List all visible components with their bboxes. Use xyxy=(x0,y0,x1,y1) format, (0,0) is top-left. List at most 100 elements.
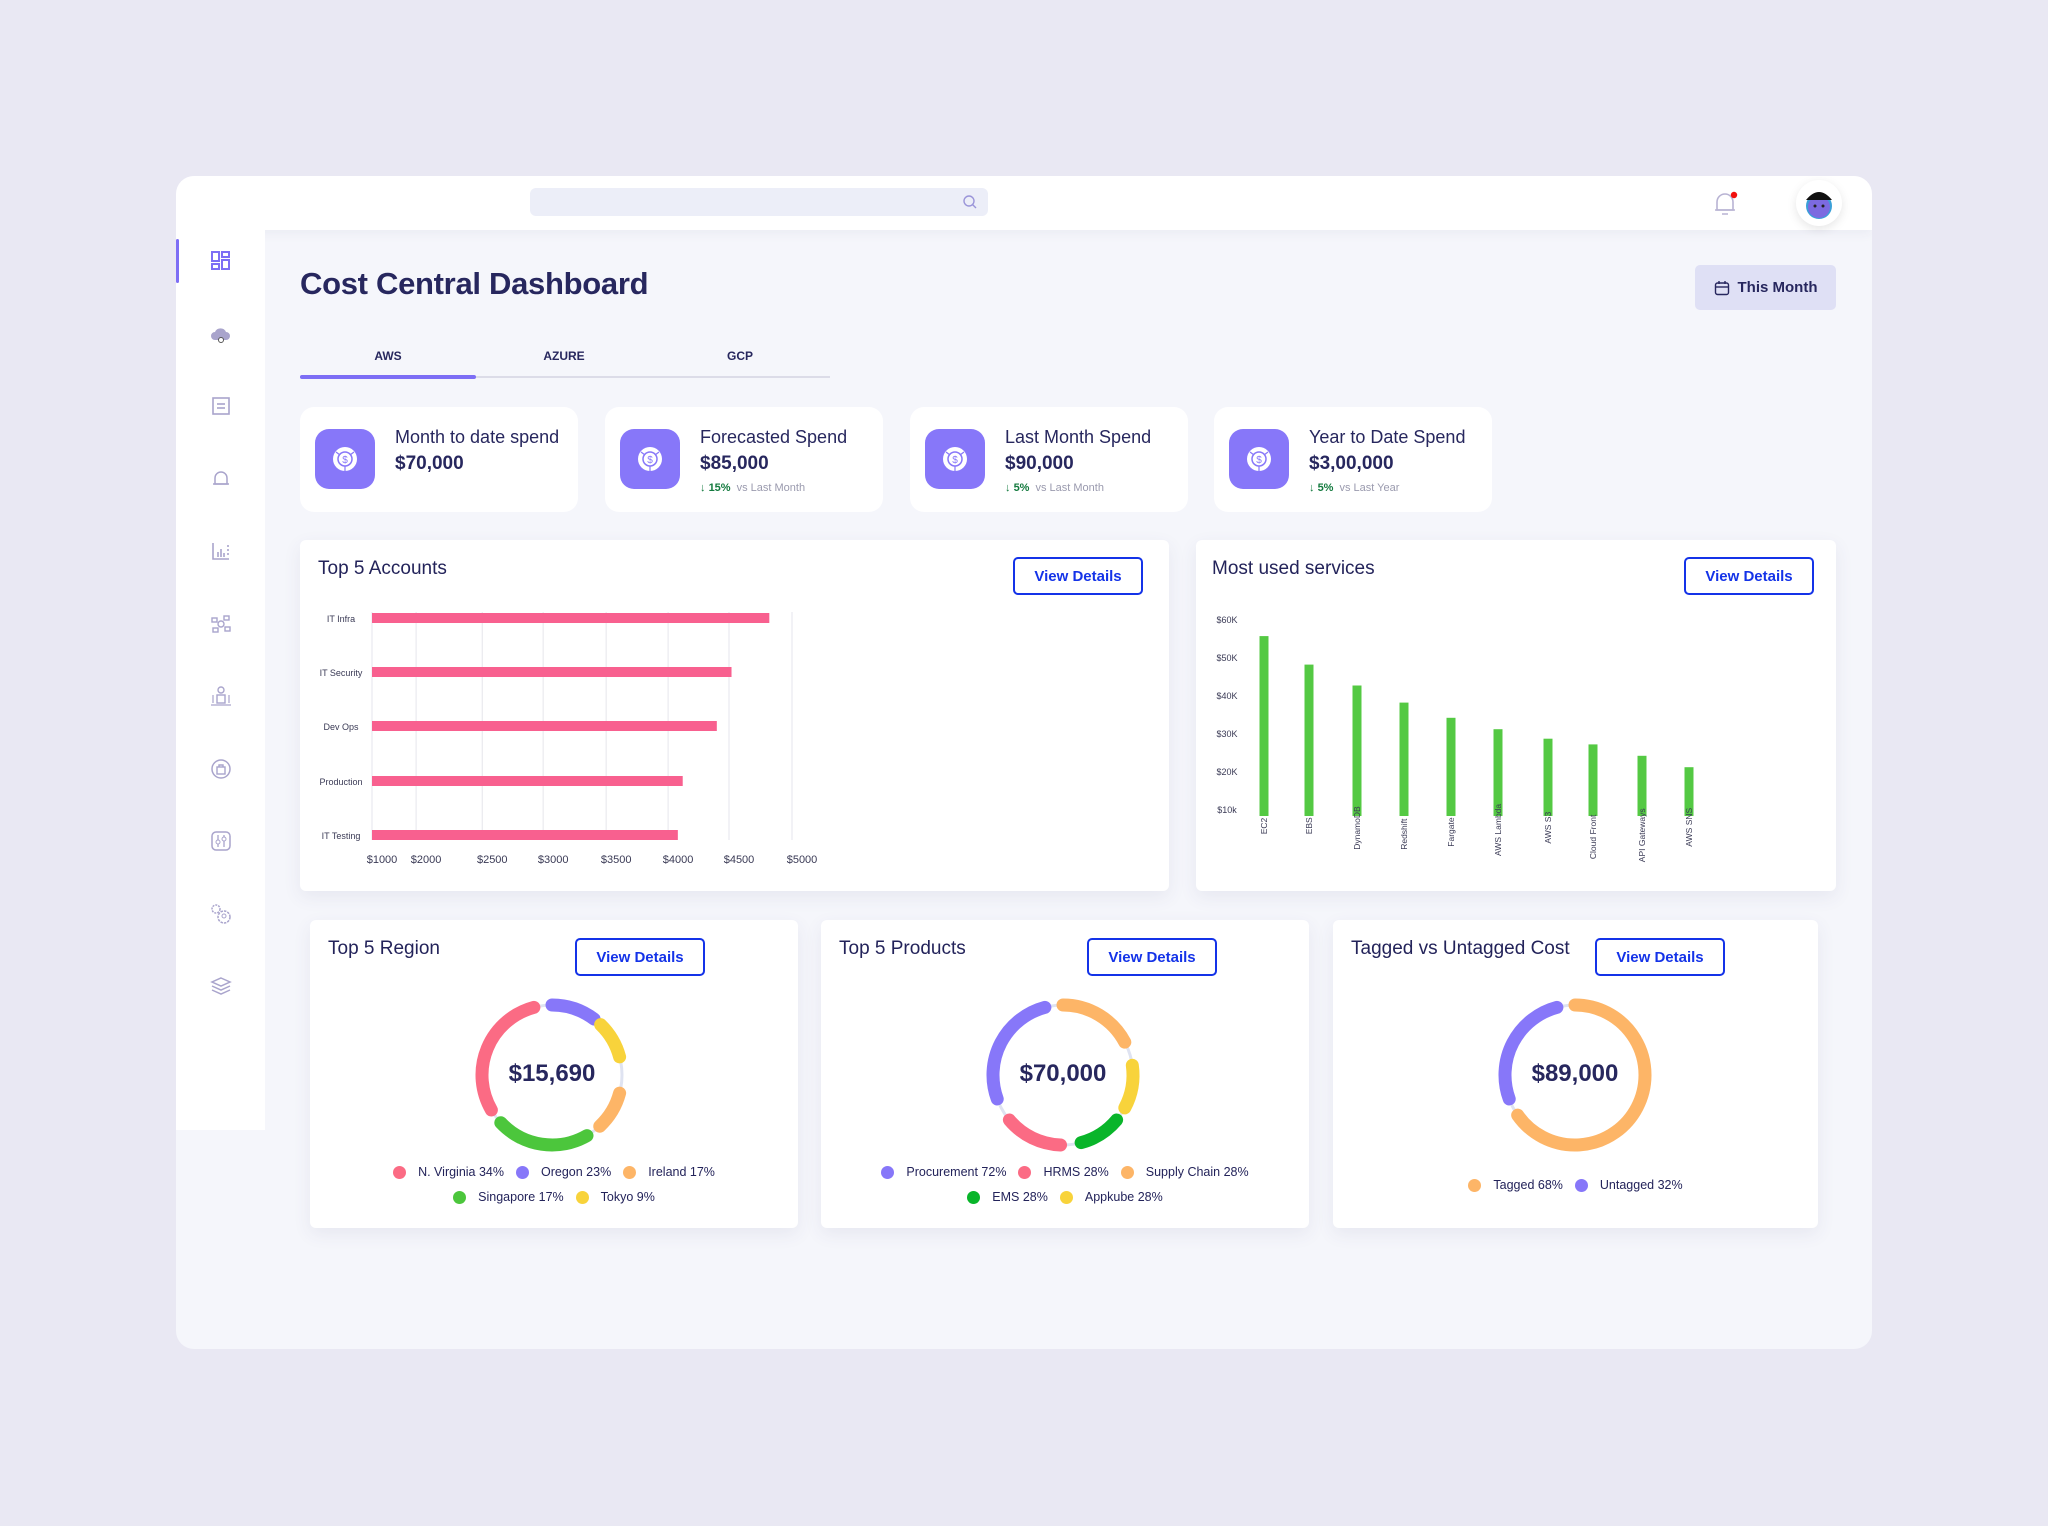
search-icon[interactable] xyxy=(962,194,978,210)
view-details-button[interactable]: View Details xyxy=(1595,938,1725,976)
donut-slice-ems[interactable] xyxy=(1074,1113,1124,1150)
tab-aws[interactable]: AWS xyxy=(300,336,476,379)
bar[interactable] xyxy=(372,830,678,840)
y-tick-label: $60K xyxy=(1216,615,1237,625)
legend-label: Tagged 68% xyxy=(1493,1178,1563,1192)
legend-item: EMS 28% xyxy=(967,1190,1048,1204)
arrow-down-icon: ↓ xyxy=(1005,482,1011,494)
bar[interactable] xyxy=(372,721,717,731)
x-category-label: Fargate xyxy=(1446,817,1456,847)
donut-slice-untagged[interactable] xyxy=(1498,1000,1564,1106)
y-tick-label: $20K xyxy=(1216,767,1237,777)
kpi-card: $ Forecasted Spend $85,000 ↓ 15% vs Last … xyxy=(605,407,883,512)
sidebar-item-settings-user[interactable] xyxy=(176,889,265,939)
cloud-settings-icon xyxy=(210,327,230,343)
app-window: Cost Central Dashboard This Month AWS AZ… xyxy=(176,176,1872,1349)
view-details-button[interactable]: View Details xyxy=(1684,557,1814,595)
x-category-label: EC2 xyxy=(1259,817,1269,834)
x-category-label: AWS Lambda xyxy=(1493,804,1503,856)
donut-slice-procurement[interactable] xyxy=(986,1000,1052,1106)
y-tick-label: $40K xyxy=(1216,691,1237,701)
view-details-button[interactable]: View Details xyxy=(1087,938,1217,976)
dollar-coin-icon: $ xyxy=(925,429,985,489)
x-tick-label: $1000 xyxy=(367,854,398,866)
document-icon xyxy=(211,397,230,415)
donut-slice-appkube[interactable] xyxy=(1118,1058,1140,1115)
legend-label: Singapore 17% xyxy=(478,1190,564,1204)
view-details-button[interactable]: View Details xyxy=(1013,557,1143,595)
legend-item: Appkube 28% xyxy=(1059,1190,1163,1204)
kpi-delta: ↓ 5% vs Last Month xyxy=(1005,482,1104,494)
donut-slice-singapore[interactable] xyxy=(494,1116,594,1152)
kpi-value: $85,000 xyxy=(700,453,769,474)
chart-legend: Tagged 68% Untagged 32% xyxy=(1333,1178,1818,1192)
bar[interactable] xyxy=(1543,738,1553,816)
bar[interactable] xyxy=(1446,717,1456,816)
sidebar-item-bar-chart[interactable] xyxy=(176,526,265,576)
legend-dot-icon xyxy=(623,1165,637,1179)
donut-slice-hrms[interactable] xyxy=(1002,1113,1068,1152)
alert-bell-icon xyxy=(212,470,229,485)
legend-dot-icon xyxy=(881,1165,895,1179)
notification-bell-icon[interactable] xyxy=(1712,190,1738,218)
view-details-button[interactable]: View Details xyxy=(575,938,705,976)
avatar[interactable] xyxy=(1796,180,1842,226)
svg-text:$: $ xyxy=(647,455,653,466)
bar[interactable] xyxy=(1493,729,1503,816)
x-tick-label: $3500 xyxy=(601,854,632,866)
donut-slice-n-virginia[interactable] xyxy=(475,1000,541,1117)
sidebar-item-alert-bell[interactable] xyxy=(176,454,265,504)
sidebar-item-sliders[interactable] xyxy=(176,816,265,866)
sidebar xyxy=(176,230,265,1130)
legend-label: Ireland 17% xyxy=(648,1165,715,1179)
page-title: Cost Central Dashboard xyxy=(300,266,649,301)
search-input[interactable] xyxy=(530,188,988,216)
y-tick-label: $50K xyxy=(1216,653,1237,663)
svg-text:$: $ xyxy=(1256,455,1262,466)
cloud-tabs: AWS AZURE GCP xyxy=(300,336,830,379)
legend-dot-icon xyxy=(1018,1165,1032,1179)
donut-slice-tokyo[interactable] xyxy=(594,1018,627,1064)
tab-azure[interactable]: AZURE xyxy=(543,349,585,363)
sidebar-item-workflow[interactable] xyxy=(176,599,265,649)
bar[interactable] xyxy=(1588,744,1598,816)
bar[interactable] xyxy=(372,667,732,677)
chart-legend: EMS 28% Appkube 28% xyxy=(821,1190,1309,1204)
bar[interactable] xyxy=(1399,702,1409,816)
dashboard-icon xyxy=(210,251,230,270)
bar[interactable] xyxy=(1637,755,1647,816)
bar[interactable] xyxy=(1352,685,1362,817)
tab-gcp[interactable]: GCP xyxy=(726,349,753,363)
kpi-value: $90,000 xyxy=(1005,453,1074,474)
donut-center-value: $70,000 xyxy=(1019,1060,1107,1087)
sliders-icon xyxy=(210,831,231,851)
bar[interactable] xyxy=(372,776,683,786)
donut-slice-oregon[interactable] xyxy=(545,998,601,1026)
bar[interactable] xyxy=(372,613,770,623)
donut-slice-ireland[interactable] xyxy=(593,1086,627,1133)
donut-chart xyxy=(475,998,627,1152)
sidebar-item-document[interactable] xyxy=(176,381,265,431)
bar[interactable] xyxy=(1259,636,1269,816)
legend-item: Tagged 68% xyxy=(1468,1178,1563,1192)
x-tick-label: $5000 xyxy=(787,854,818,866)
calendar-icon xyxy=(1714,280,1729,295)
sidebar-item-cloud-settings[interactable] xyxy=(176,309,265,359)
x-category-label: EBS xyxy=(1304,817,1314,834)
donut-slice-supply-chain[interactable] xyxy=(1056,998,1132,1049)
date-filter-button[interactable]: This Month xyxy=(1695,265,1836,310)
workflow-icon xyxy=(210,614,231,633)
legend-item: HRMS 28% xyxy=(1018,1165,1109,1179)
bar[interactable] xyxy=(1684,767,1694,816)
sidebar-item-dashboard[interactable] xyxy=(176,236,265,286)
sidebar-item-security-bag[interactable] xyxy=(176,744,265,794)
sidebar-item-cost-distribution[interactable] xyxy=(176,671,265,721)
legend-dot-icon xyxy=(453,1190,467,1204)
legend-dot-icon xyxy=(393,1165,407,1179)
donut-slice-tagged[interactable] xyxy=(1511,998,1652,1152)
legend-dot-icon xyxy=(1468,1178,1482,1192)
bar[interactable] xyxy=(1304,664,1314,816)
sidebar-item-layers[interactable] xyxy=(176,961,265,1011)
services-bar-chart: $60K $50K $40K $30K $20K $10k EC2 EBS DynamoDB Re… xyxy=(1216,615,1694,862)
y-category-label: IT Testing xyxy=(322,831,361,841)
